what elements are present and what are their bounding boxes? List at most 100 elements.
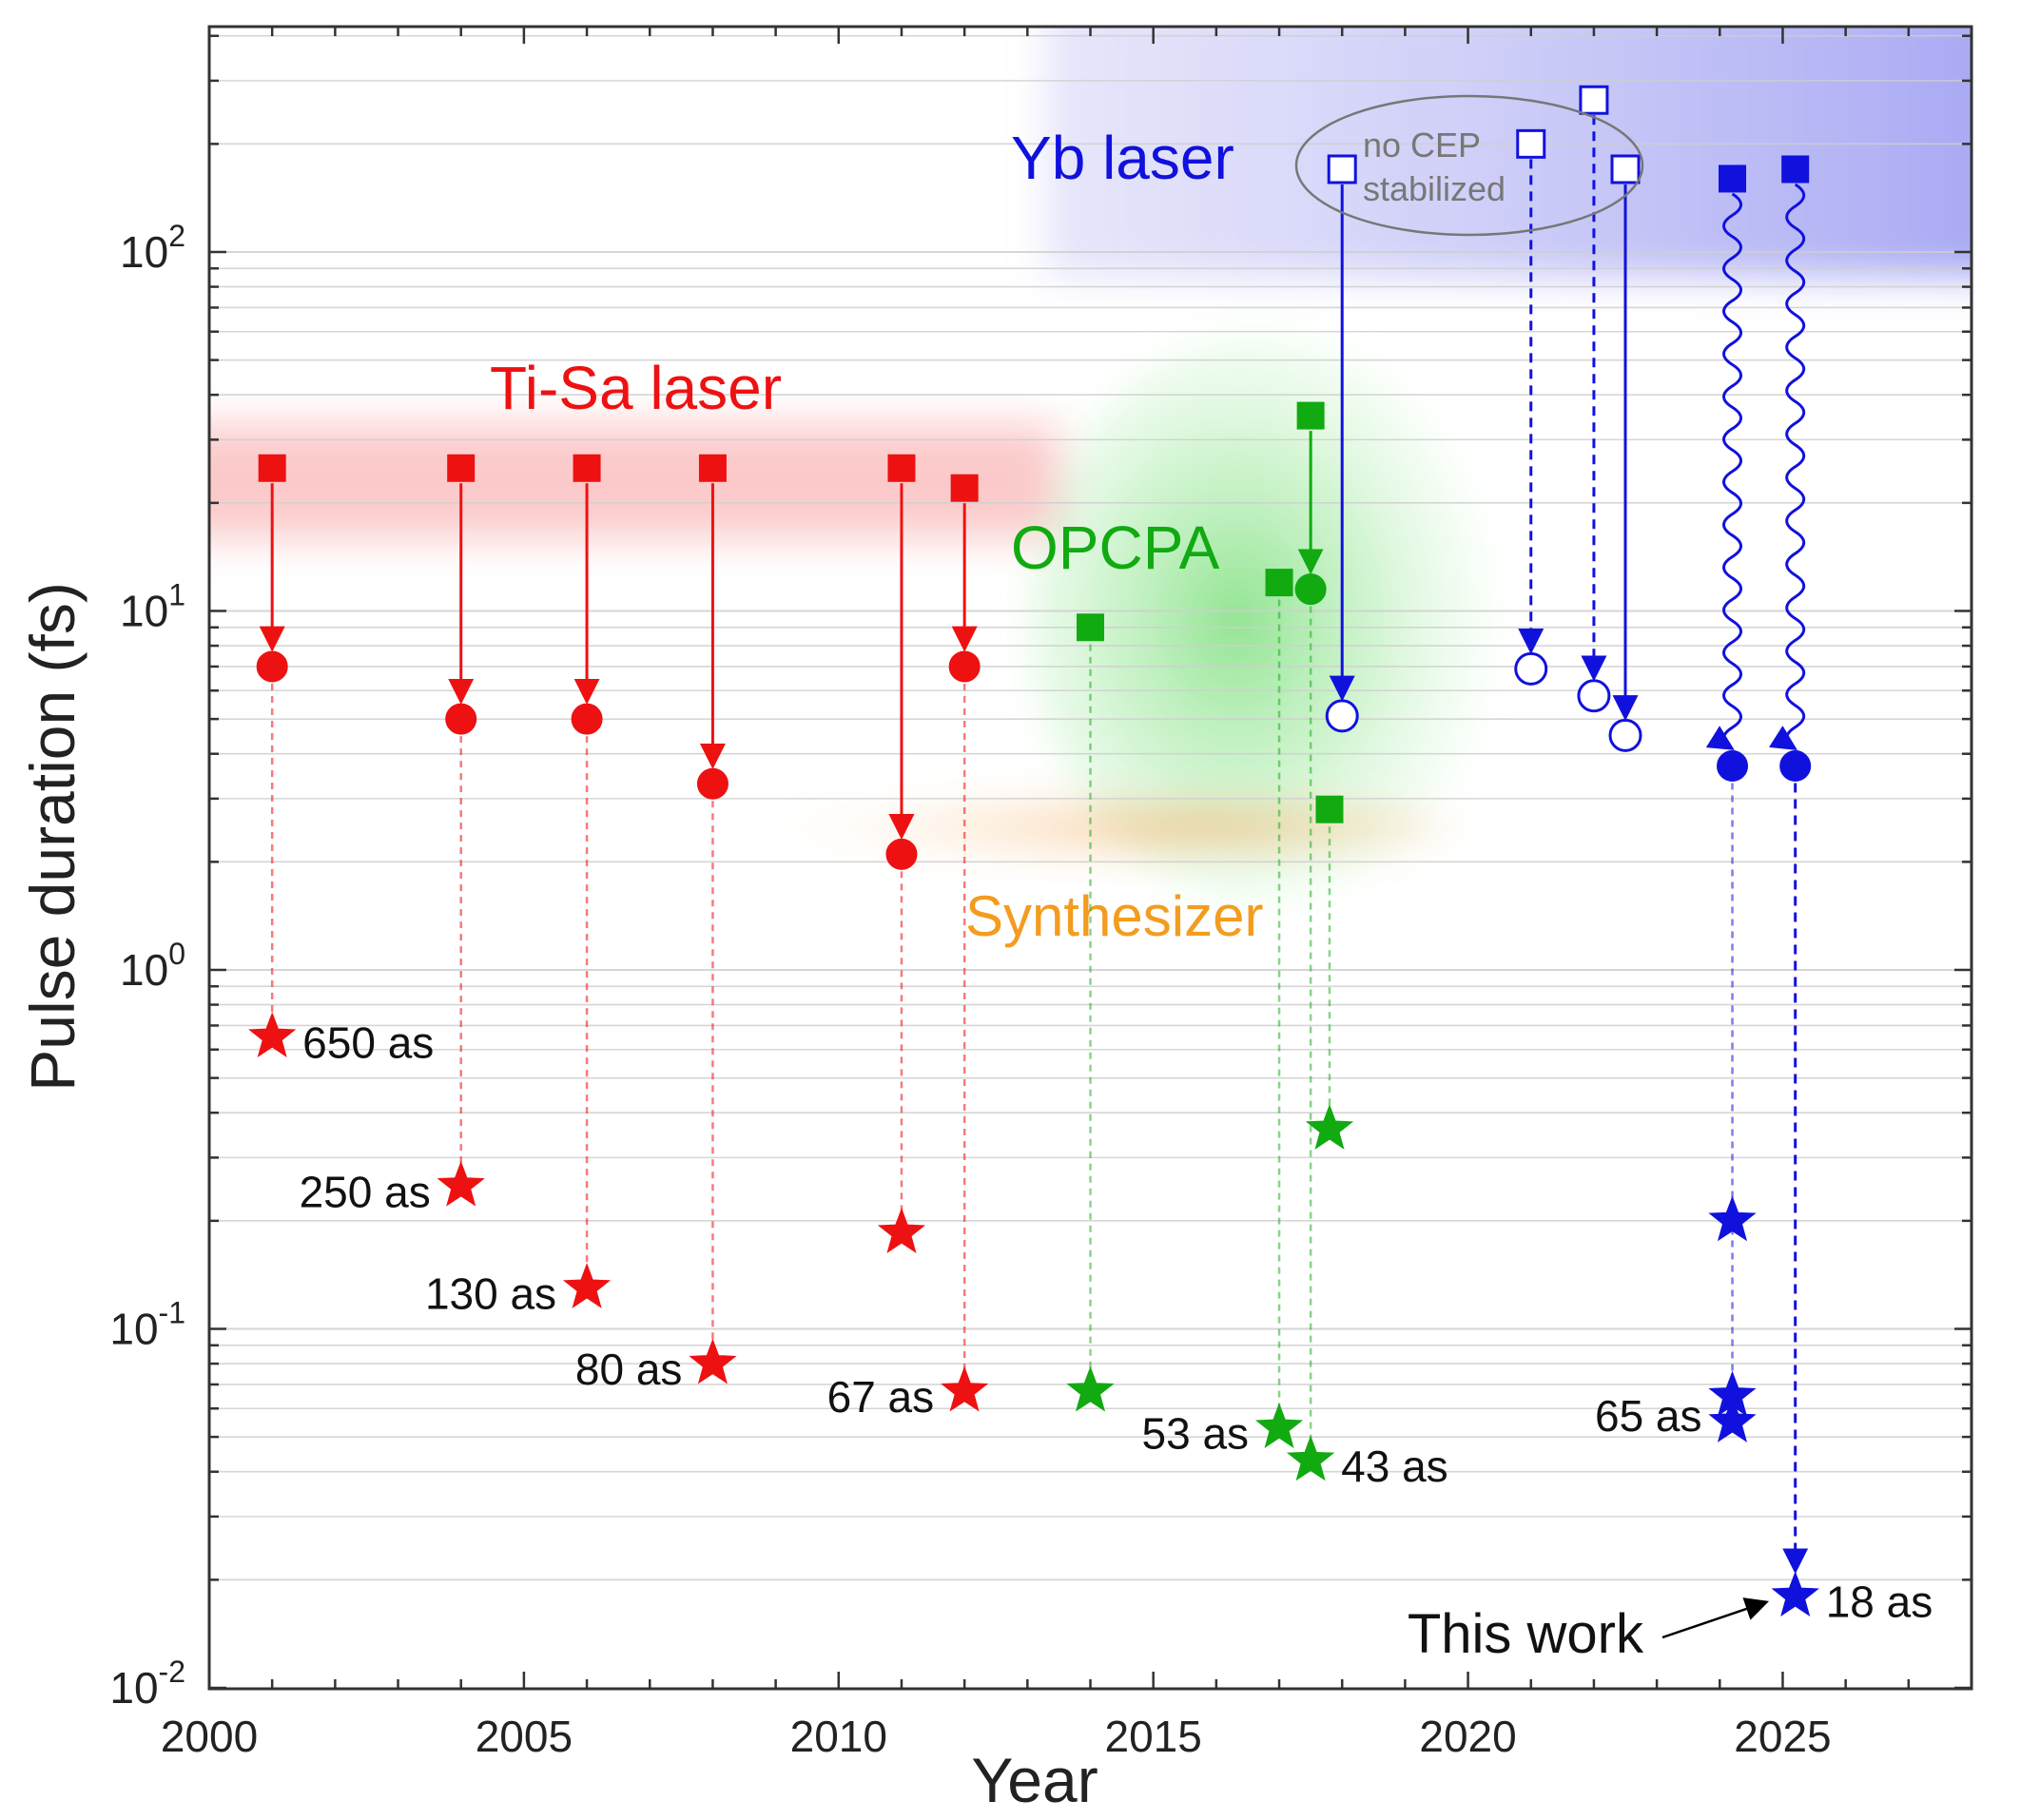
y-tick-label-exponent: -1 [159,1296,185,1330]
y-tick-label-exponent: -2 [159,1655,185,1689]
cep-annotation-line-1: stabilized [1363,169,1506,208]
attosecond-marker-yb-2024-2-0 [1708,1195,1757,1242]
compressed-marker-yb-2022-5 [1608,718,1642,752]
compressed-marker-yb-2018 [1325,699,1359,733]
y-tick-label: 101 [120,578,185,636]
y-tick-label: 102 [120,219,185,277]
driver-marker-yb-2022-5 [1610,154,1641,184]
driver-marker-ti_sa-2004 [447,454,476,482]
y-tick-label-text: 100 [120,937,185,995]
x-tick-label: 2015 [1105,1712,1202,1761]
driver-marker-yb-2021 [1516,128,1546,159]
y-tick-label-text: 101 [120,578,185,636]
compressed-marker-ti_sa-2004 [445,703,477,735]
driver-marker-ti_sa-2012 [950,474,979,502]
region-label-layer: Ti-Sa laser OPCPA Yb laser Synthesizer [490,124,1263,948]
marker-layer [248,85,1819,1617]
attosecond-marker-ti_sa-2008 [689,1338,737,1384]
region-opcpa [1027,333,1494,904]
y-tick-label-text: 10-1 [109,1296,185,1354]
compressed-marker-ti_sa-2011 [885,838,918,870]
x-tick-label: 2025 [1734,1712,1831,1761]
compressed-marker-ti_sa-2006 [571,703,603,735]
attosecond-label-ti_sa-2004: 250 as [300,1167,431,1216]
compressed-marker-yb-2024-2 [1717,750,1749,783]
y-tick-label: 100 [120,937,185,995]
y-tick-label-base: 10 [109,1663,158,1713]
region-label-ti-sa-laser: Ti-Sa laser [490,354,782,422]
attosecond-marker-opcpa-2017 [1254,1403,1304,1448]
attosecond-marker-ti_sa-2006 [562,1263,612,1308]
attosecond-label-opcpa-2017-5: 43 as [1341,1442,1448,1491]
region-yb [1046,27,1972,278]
compressed-marker-yb-2021 [1514,651,1548,686]
cep-annotation-line-0: no CEP [1363,126,1481,165]
driver-marker-opcpa-2017-8 [1315,795,1344,823]
attosecond-marker-ti_sa-2001 [248,1012,297,1058]
driver-marker-ti_sa-2008 [698,454,727,482]
driver-marker-opcpa-2017-5 [1296,401,1325,430]
driver-marker-ti_sa-2011 [887,454,916,482]
driver-marker-opcpa-2014 [1077,613,1104,642]
x-tick-label: 2020 [1419,1712,1516,1761]
compressed-marker-yb-2025-2 [1779,750,1812,783]
annotation-layer: no CEP stabilized This work [1294,94,1770,1665]
x-tick-label: 2005 [476,1712,573,1761]
attosecond-marker-yb-2025-2 [1771,1571,1819,1617]
attosecond-label-ti_sa-2008: 80 as [575,1345,683,1394]
y-tick-label: 10-2 [109,1655,185,1713]
y-tick-label-base: 10 [109,1305,158,1354]
compressed-marker-opcpa-2017-5 [1294,573,1327,606]
data-label-layer: 650 as 250 as 130 as 80 as 67 as 53 as 43 as 65… [300,1018,1933,1627]
driver-marker-yb-2018 [1327,154,1357,184]
y-tick-label-exponent: 1 [168,578,185,612]
region-label-yb-laser: Yb laser [1011,124,1234,192]
region-synthesizer [793,790,1450,863]
attosecond-label-opcpa-2017: 53 as [1142,1409,1250,1459]
attosecond-label-ti_sa-2001: 650 as [302,1018,434,1068]
axes-layer: 2000 2005 2010 2015 2020 202510-210-110010110… [109,27,1973,1761]
y-tick-label-base: 10 [120,587,168,636]
connector-layer [259,115,1809,1575]
y-tick-label-exponent: 0 [168,937,185,971]
this-work-arrow [1661,1597,1770,1639]
compression-arrow-yb-2025-2 [1768,183,1806,750]
x-tick-label: 2000 [161,1712,258,1761]
driver-marker-ti_sa-2006 [573,454,601,482]
compressed-marker-ti_sa-2008 [696,767,729,800]
attosecond-marker-ti_sa-2011 [877,1208,926,1254]
region-layer [209,27,1972,904]
attosecond-marker-opcpa-2014 [1066,1365,1115,1412]
attosecond-label-ti_sa-2012: 67 as [827,1372,935,1422]
attosecond-label-yb-2024-2: 65 as [1595,1391,1702,1441]
x-tick-label: 2010 [790,1712,887,1761]
attosecond-marker-opcpa-2017-5 [1286,1435,1335,1481]
y-tick-label: 10-1 [109,1296,185,1354]
driver-marker-yb-2025-2 [1781,155,1810,184]
compressed-marker-yb-2022 [1577,679,1611,713]
attosecond-label-ti_sa-2006: 130 as [425,1268,556,1318]
region-label-synthesizer: Synthesizer [965,884,1263,948]
cep-annotation-ellipse [1294,94,1644,237]
driver-marker-opcpa-2017 [1265,569,1293,597]
y-tick-label-base: 10 [120,945,168,995]
region-label-opcpa: OPCPA [1011,513,1220,582]
driver-marker-ti_sa-2001 [258,454,286,482]
x-axis-title: Year [971,1745,1098,1815]
attosecond-label-yb-2025-2: 18 as [1826,1578,1933,1627]
attosecond-marker-ti_sa-2012 [941,1365,989,1412]
y-tick-label-text: 102 [120,219,185,277]
this-work-label: This work [1408,1603,1644,1665]
y-tick-label-exponent: 2 [168,219,185,253]
grid-layer [209,34,1972,1581]
attosecond-marker-yb-2024-2-2 [1708,1397,1757,1442]
compression-arrow-yb-2024-2 [1705,192,1742,750]
y-tick-label-base: 10 [120,227,168,277]
y-axis-title: Pulse duration (fs) [17,582,87,1092]
compressed-marker-ti_sa-2012 [948,650,981,683]
attosecond-marker-opcpa-2017-8 [1305,1104,1354,1150]
driver-marker-yb-2022 [1579,85,1609,115]
region-ti-sa [209,424,1059,538]
compressed-marker-ti_sa-2001 [256,650,288,683]
